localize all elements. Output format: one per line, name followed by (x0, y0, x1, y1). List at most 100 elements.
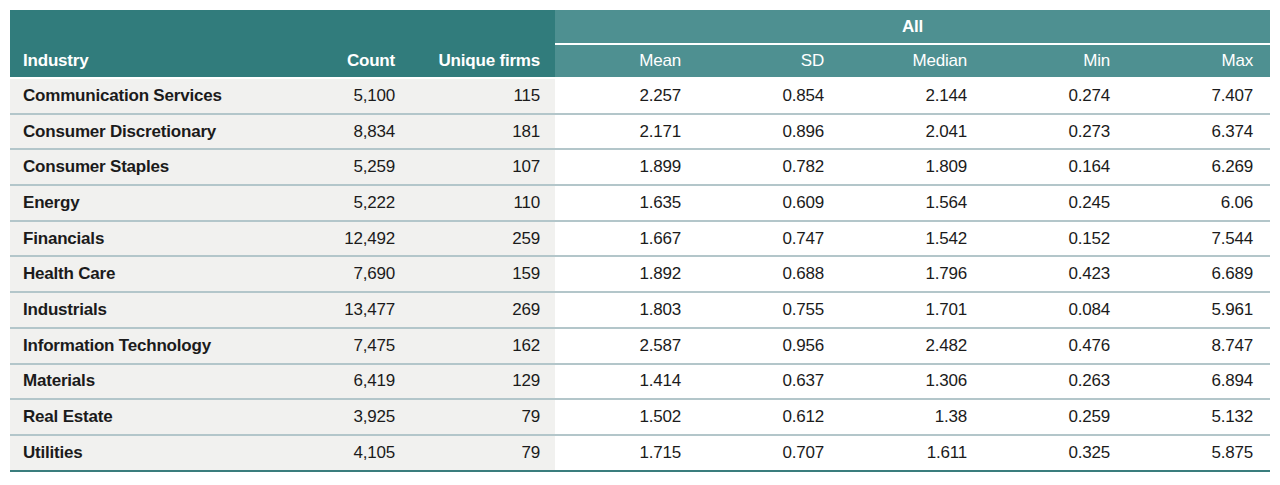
column-header-row: Industry Count Unique firms Mean SD Medi… (10, 44, 1270, 78)
count-cell: 4,105 (320, 435, 410, 471)
table-row: Communication Services 5,100 115 2.257 0… (10, 78, 1270, 114)
sd-cell: 0.755 (698, 292, 841, 328)
unique-firms-cell: 259 (410, 221, 555, 257)
min-cell: 0.423 (984, 256, 1127, 292)
table-row: Materials 6,419 129 1.414 0.637 1.306 0.… (10, 364, 1270, 400)
count-cell: 5,222 (320, 185, 410, 221)
industry-cell: Materials (10, 364, 320, 400)
col-header-min: Min (984, 44, 1127, 78)
table-header: All Industry Count Unique firms Mean SD … (10, 10, 1270, 78)
industry-cell: Communication Services (10, 78, 320, 114)
unique-firms-cell: 107 (410, 149, 555, 185)
mean-cell: 2.257 (555, 78, 698, 114)
unique-firms-cell: 129 (410, 364, 555, 400)
col-header-mean: Mean (555, 44, 698, 78)
table-row: Health Care 7,690 159 1.892 0.688 1.796 … (10, 256, 1270, 292)
min-cell: 0.084 (984, 292, 1127, 328)
min-cell: 0.273 (984, 114, 1127, 150)
industry-summary-statistics-table: All Industry Count Unique firms Mean SD … (10, 10, 1270, 472)
median-cell: 1.796 (841, 256, 984, 292)
unique-firms-cell: 79 (410, 399, 555, 435)
min-cell: 0.325 (984, 435, 1127, 471)
median-cell: 1.611 (841, 435, 984, 471)
sd-cell: 0.637 (698, 364, 841, 400)
min-cell: 0.245 (984, 185, 1127, 221)
count-cell: 5,100 (320, 78, 410, 114)
max-cell: 7.544 (1127, 221, 1270, 257)
max-cell: 6.374 (1127, 114, 1270, 150)
table-row: Information Technology 7,475 162 2.587 0… (10, 328, 1270, 364)
sd-cell: 0.612 (698, 399, 841, 435)
industry-cell: Real Estate (10, 399, 320, 435)
max-cell: 6.06 (1127, 185, 1270, 221)
sd-cell: 0.782 (698, 149, 841, 185)
table-row: Utilities 4,105 79 1.715 0.707 1.611 0.3… (10, 435, 1270, 471)
mean-cell: 2.171 (555, 114, 698, 150)
mean-cell: 1.667 (555, 221, 698, 257)
median-cell: 2.041 (841, 114, 984, 150)
col-header-unique-firms: Unique firms (410, 44, 555, 78)
industry-cell: Financials (10, 221, 320, 257)
sd-cell: 0.747 (698, 221, 841, 257)
count-cell: 7,690 (320, 256, 410, 292)
mean-cell: 1.414 (555, 364, 698, 400)
max-cell: 7.407 (1127, 78, 1270, 114)
industry-cell: Utilities (10, 435, 320, 471)
table-row: Financials 12,492 259 1.667 0.747 1.542 … (10, 221, 1270, 257)
sd-cell: 0.854 (698, 78, 841, 114)
table-row: Real Estate 3,925 79 1.502 0.612 1.38 0.… (10, 399, 1270, 435)
max-cell: 8.747 (1127, 328, 1270, 364)
industry-cell: Consumer Staples (10, 149, 320, 185)
col-header-median: Median (841, 44, 984, 78)
industry-cell: Information Technology (10, 328, 320, 364)
industry-cell: Consumer Discretionary (10, 114, 320, 150)
unique-firms-cell: 110 (410, 185, 555, 221)
unique-firms-cell: 159 (410, 256, 555, 292)
median-cell: 1.542 (841, 221, 984, 257)
count-cell: 8,834 (320, 114, 410, 150)
table-row: Consumer Staples 5,259 107 1.899 0.782 1… (10, 149, 1270, 185)
unique-firms-cell: 181 (410, 114, 555, 150)
unique-firms-cell: 162 (410, 328, 555, 364)
count-cell: 5,259 (320, 149, 410, 185)
max-cell: 5.132 (1127, 399, 1270, 435)
unique-firms-cell: 115 (410, 78, 555, 114)
median-cell: 1.701 (841, 292, 984, 328)
count-cell: 6,419 (320, 364, 410, 400)
mean-cell: 1.715 (555, 435, 698, 471)
count-cell: 7,475 (320, 328, 410, 364)
mean-cell: 2.587 (555, 328, 698, 364)
median-cell: 2.482 (841, 328, 984, 364)
median-cell: 2.144 (841, 78, 984, 114)
left-header-spacer (10, 10, 555, 44)
count-cell: 13,477 (320, 292, 410, 328)
min-cell: 0.274 (984, 78, 1127, 114)
col-header-count: Count (320, 44, 410, 78)
table-row: Industrials 13,477 269 1.803 0.755 1.701… (10, 292, 1270, 328)
sd-cell: 0.896 (698, 114, 841, 150)
count-cell: 12,492 (320, 221, 410, 257)
min-cell: 0.152 (984, 221, 1127, 257)
group-header-row: All (10, 10, 1270, 44)
median-cell: 1.306 (841, 364, 984, 400)
mean-cell: 1.635 (555, 185, 698, 221)
sd-cell: 0.609 (698, 185, 841, 221)
min-cell: 0.164 (984, 149, 1127, 185)
mean-cell: 1.803 (555, 292, 698, 328)
max-cell: 6.894 (1127, 364, 1270, 400)
table-body: Communication Services 5,100 115 2.257 0… (10, 78, 1270, 471)
industry-cell: Health Care (10, 256, 320, 292)
mean-cell: 1.502 (555, 399, 698, 435)
table-row: Energy 5,222 110 1.635 0.609 1.564 0.245… (10, 185, 1270, 221)
col-header-max: Max (1127, 44, 1270, 78)
col-group-header-all: All (555, 10, 1270, 44)
industry-cell: Energy (10, 185, 320, 221)
median-cell: 1.809 (841, 149, 984, 185)
industry-cell: Industrials (10, 292, 320, 328)
col-header-industry: Industry (10, 44, 320, 78)
col-header-sd: SD (698, 44, 841, 78)
median-cell: 1.38 (841, 399, 984, 435)
summary-statistics-page: All Industry Count Unique firms Mean SD … (0, 0, 1280, 485)
table-row: Consumer Discretionary 8,834 181 2.171 0… (10, 114, 1270, 150)
max-cell: 5.961 (1127, 292, 1270, 328)
